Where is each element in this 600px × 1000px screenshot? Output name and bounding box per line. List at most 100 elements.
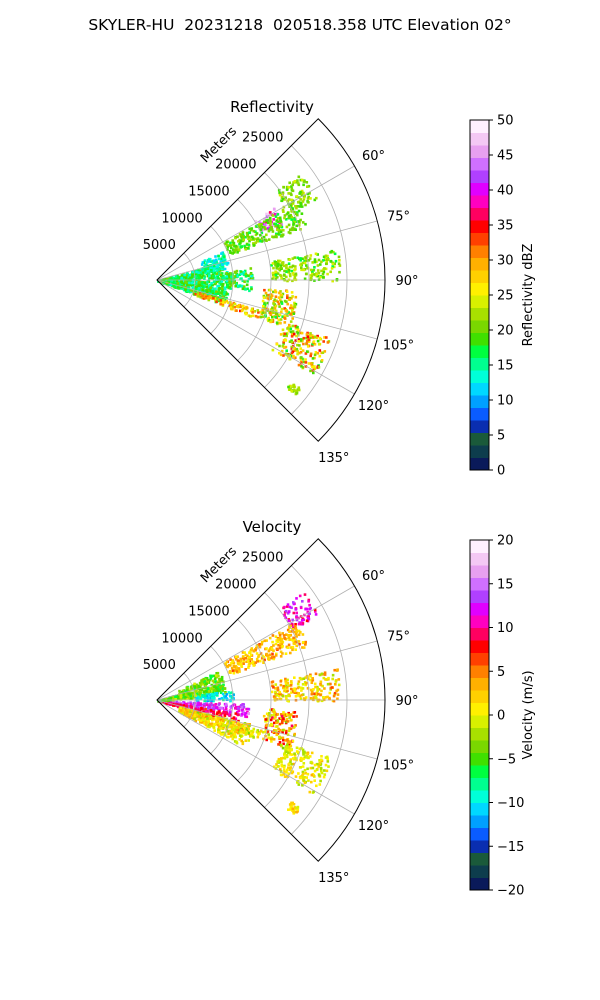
echo-cell (331, 279, 334, 283)
echo-cell (174, 275, 178, 278)
echo-cell (278, 741, 282, 744)
echo-cell (274, 654, 278, 657)
echo-cell (225, 693, 229, 696)
echo-cell (299, 606, 303, 610)
echo-cell (198, 288, 201, 292)
echo-cell (236, 305, 239, 308)
echo-cell (286, 646, 289, 649)
echo-cell (265, 239, 268, 242)
echo-cell (310, 780, 313, 784)
echo-cell (220, 720, 223, 724)
echo-cell (258, 659, 262, 663)
echo-cell (244, 312, 248, 316)
echo-cell (265, 652, 268, 656)
echo-cell (267, 229, 271, 233)
echo-cell (194, 690, 197, 694)
echo-cell (331, 262, 335, 266)
echo-cell (262, 714, 266, 718)
echo-cell (290, 193, 293, 197)
echo-cell (285, 695, 288, 698)
echo-cell (203, 275, 206, 278)
echo-cell (216, 706, 220, 710)
echo-cell (225, 299, 228, 303)
echo-cell (190, 284, 194, 287)
echo-cell (311, 270, 314, 273)
echo-cell (285, 633, 288, 636)
azimuth-gridline (156, 279, 355, 395)
echo-cell (331, 673, 335, 677)
echo-cell (302, 779, 306, 783)
echo-cell (200, 706, 203, 710)
colorbar-tick-label: 15 (497, 577, 514, 592)
echo-cell (305, 342, 309, 345)
echo-cell (277, 225, 280, 228)
colorbar-tick-label: 50 (497, 114, 514, 129)
echo-cell (290, 718, 293, 722)
echo-cell (313, 198, 317, 202)
echo-cell (246, 287, 249, 291)
echo-cell (197, 281, 201, 284)
echo-cell (230, 661, 233, 665)
echo-cell (270, 740, 273, 743)
echo-cell (287, 634, 290, 637)
echo-cell (215, 274, 218, 278)
echo-cell (231, 733, 235, 737)
echo-cell (222, 257, 225, 260)
colorbar-tick-label: 5 (497, 665, 505, 680)
echo-cell (161, 699, 164, 702)
echo-cell (293, 691, 297, 694)
echo-cell (199, 269, 202, 273)
echo-cell (291, 226, 295, 229)
echo-cell (223, 290, 227, 294)
echo-cell (265, 738, 268, 742)
echo-cell (284, 748, 287, 751)
echo-cell (240, 729, 243, 732)
echo-cell (288, 768, 292, 772)
echo-cell (245, 728, 248, 731)
echo-cell (336, 688, 340, 692)
echo-cell (217, 717, 220, 720)
echo-cell (215, 291, 218, 295)
echo-cell (286, 768, 289, 772)
echo-cell (266, 301, 269, 305)
echo-cell (276, 688, 280, 692)
echo-cell (210, 693, 214, 696)
colorbar-segment (470, 245, 489, 258)
echo-cell (252, 242, 255, 245)
echo-cell (197, 276, 201, 280)
echo-cell (313, 608, 317, 612)
echo-cell (268, 225, 271, 229)
echo-cell (308, 790, 312, 794)
echo-cell (214, 298, 217, 302)
echo-cell (221, 276, 224, 279)
echo-cell (276, 264, 280, 268)
echo-cell (209, 722, 212, 726)
echo-cell (311, 336, 315, 339)
echo-cell (316, 687, 319, 690)
echo-cell (221, 301, 224, 305)
echo-cell (185, 712, 189, 715)
echo-cell (225, 665, 229, 668)
echo-cell (246, 654, 249, 658)
echo-cell (247, 731, 250, 735)
echo-cell (242, 306, 246, 310)
echo-cell (214, 287, 217, 290)
echo-cell (194, 272, 198, 276)
echo-cell (229, 711, 232, 714)
echo-cell (241, 724, 245, 728)
echo-cell (208, 697, 211, 701)
colorbar-segment (470, 727, 489, 741)
echo-cell (200, 276, 204, 279)
echo-cell (304, 222, 307, 226)
echo-cell (249, 276, 253, 280)
echo-cell (275, 321, 279, 324)
echo-cell (235, 666, 238, 669)
echo-cell (213, 729, 216, 732)
echo-cell (295, 746, 299, 750)
echo-cell (296, 682, 300, 686)
echo-cell (295, 616, 298, 619)
echo-cell (294, 632, 298, 636)
echo-cell (271, 230, 275, 233)
echo-cell (265, 212, 268, 216)
echo-cell (198, 274, 201, 277)
